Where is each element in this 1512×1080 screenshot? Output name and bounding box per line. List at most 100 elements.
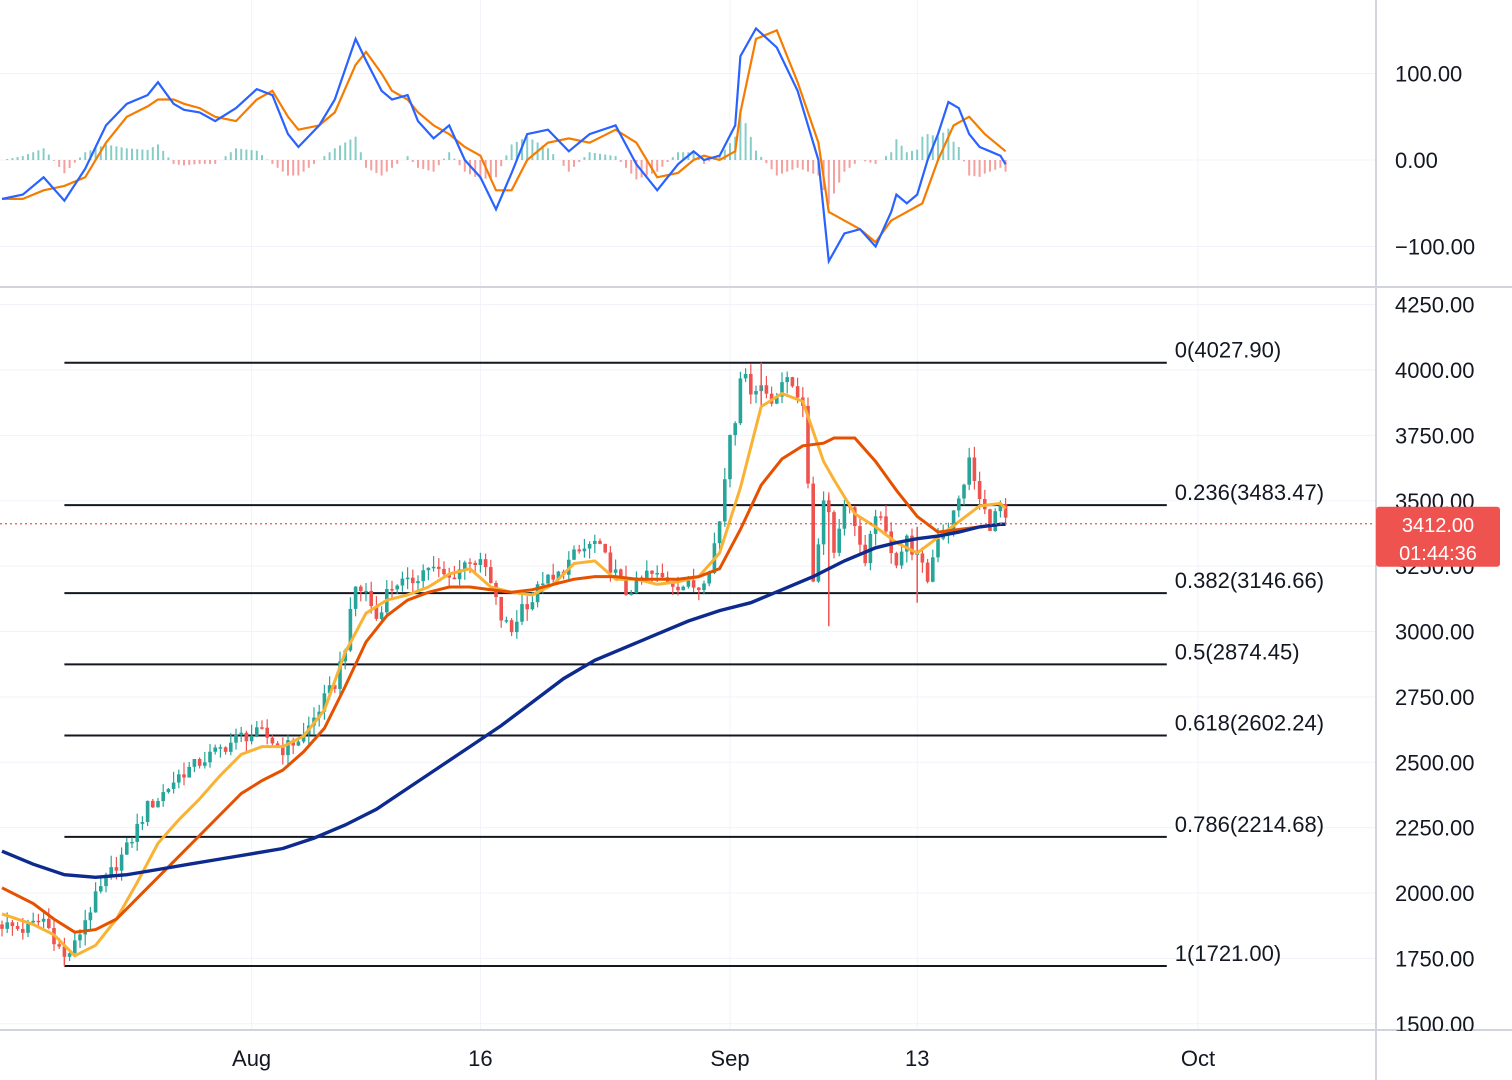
candle-body (26, 922, 30, 933)
candle-body (655, 572, 659, 575)
candle-body (764, 385, 769, 394)
candle-body (879, 516, 883, 518)
fib-level-label: 0.382(3146.66) (1175, 568, 1324, 593)
candle-body (208, 751, 212, 763)
candle-body (972, 457, 977, 482)
time-x-axis[interactable]: Aug 16 Sep 13 Oct (232, 1046, 1215, 1071)
candle-body (702, 583, 706, 591)
candle-body (416, 581, 420, 584)
candle-body (723, 479, 727, 522)
candle-body (452, 577, 457, 580)
candle-body (281, 745, 285, 756)
fib-level-label: 0.618(2602.24) (1175, 711, 1324, 736)
candle-body (203, 762, 207, 766)
y-tick-label: 3000.00 (1395, 620, 1475, 645)
candle-body (780, 382, 784, 397)
candle-body (426, 567, 431, 571)
candle-body (842, 505, 847, 529)
x-tick-label: 13 (905, 1046, 929, 1071)
y-tick-label: 2250.00 (1395, 816, 1475, 841)
candle-body (608, 552, 613, 573)
candle-body (239, 732, 243, 736)
candle-body (468, 562, 472, 564)
candle-body (36, 920, 41, 923)
x-tick-label: Aug (232, 1046, 271, 1071)
fib-level-label: 1(1721.00) (1175, 941, 1281, 966)
candle-body (894, 553, 899, 566)
oscillator-y-axis[interactable]: 100.00 0.00 −100.00 (1395, 62, 1475, 260)
ma-yellow-line (1, 391, 1007, 958)
candle-body (489, 567, 493, 584)
candle-body (483, 559, 488, 568)
macd-histogram (6, 109, 1007, 205)
candle-body (437, 566, 441, 569)
candle-body (582, 548, 587, 552)
candle-body (816, 544, 821, 582)
candle-body (858, 526, 862, 545)
candle-body (109, 867, 113, 875)
candle-body (286, 740, 290, 756)
candle-body (255, 727, 259, 736)
moving-averages (0, 391, 1376, 958)
candle-body (717, 521, 722, 544)
candle-body (15, 926, 20, 929)
candle-body (296, 741, 301, 746)
candle-body (151, 800, 155, 808)
x-tick-label: Oct (1181, 1046, 1215, 1071)
candle-body (967, 457, 971, 485)
candle-body (733, 423, 737, 436)
candle-body (0, 924, 4, 929)
candle-body (21, 928, 25, 933)
candle-body (743, 373, 748, 379)
candle-body (478, 559, 483, 565)
candle-body (593, 540, 597, 544)
candle-body (140, 822, 145, 824)
candle-body (660, 572, 665, 578)
fib-level-label: 0(4027.90) (1175, 338, 1281, 363)
candle-body (125, 842, 129, 855)
bar-countdown-label: 01:44:36 (1399, 543, 1477, 565)
candle-body (457, 569, 462, 580)
candle-body (442, 568, 446, 575)
axis-mask (1377, 1031, 1512, 1080)
candle-body (104, 874, 108, 887)
y-tick-label: 4250.00 (1395, 293, 1475, 318)
candle-body (177, 774, 181, 783)
candle-body (223, 747, 228, 752)
y-tick-label: 100.00 (1395, 62, 1462, 87)
candle-body (676, 586, 680, 591)
candle-body (93, 891, 98, 913)
fibonacci-retracement[interactable] (64, 361, 1167, 967)
y-tick-label: 2500.00 (1395, 750, 1475, 775)
candle-body (499, 597, 503, 621)
fib-level-label: 0.786(2214.68) (1175, 812, 1324, 837)
candle-body (353, 586, 358, 609)
candle-body (275, 743, 280, 746)
candle-body (130, 841, 134, 844)
candle-body (577, 549, 581, 552)
candle-body (265, 727, 269, 738)
candle-body (364, 590, 368, 593)
x-tick-label: Sep (710, 1046, 749, 1071)
current-price-tag: 3412.00 01:44:36 (1376, 506, 1500, 567)
y-tick-label: 0.00 (1395, 148, 1438, 173)
candle-body (962, 484, 966, 499)
candle-body (135, 823, 139, 842)
candle-body (197, 759, 202, 766)
candle-body (587, 543, 592, 549)
price-y-axis[interactable]: 4250.004000.003750.003500.003250.003000.… (1377, 293, 1512, 1080)
candle-body (899, 551, 904, 566)
gridlines (0, 0, 1376, 1030)
candle-body (88, 912, 93, 921)
candle-body (936, 538, 940, 558)
candle-body (525, 604, 529, 610)
candle-body (73, 940, 77, 954)
candle-body (504, 620, 509, 622)
candle-body (78, 934, 82, 941)
candle-body (572, 549, 576, 560)
candle-body (795, 386, 800, 398)
candle-body (598, 540, 602, 544)
candle-body (603, 543, 607, 553)
